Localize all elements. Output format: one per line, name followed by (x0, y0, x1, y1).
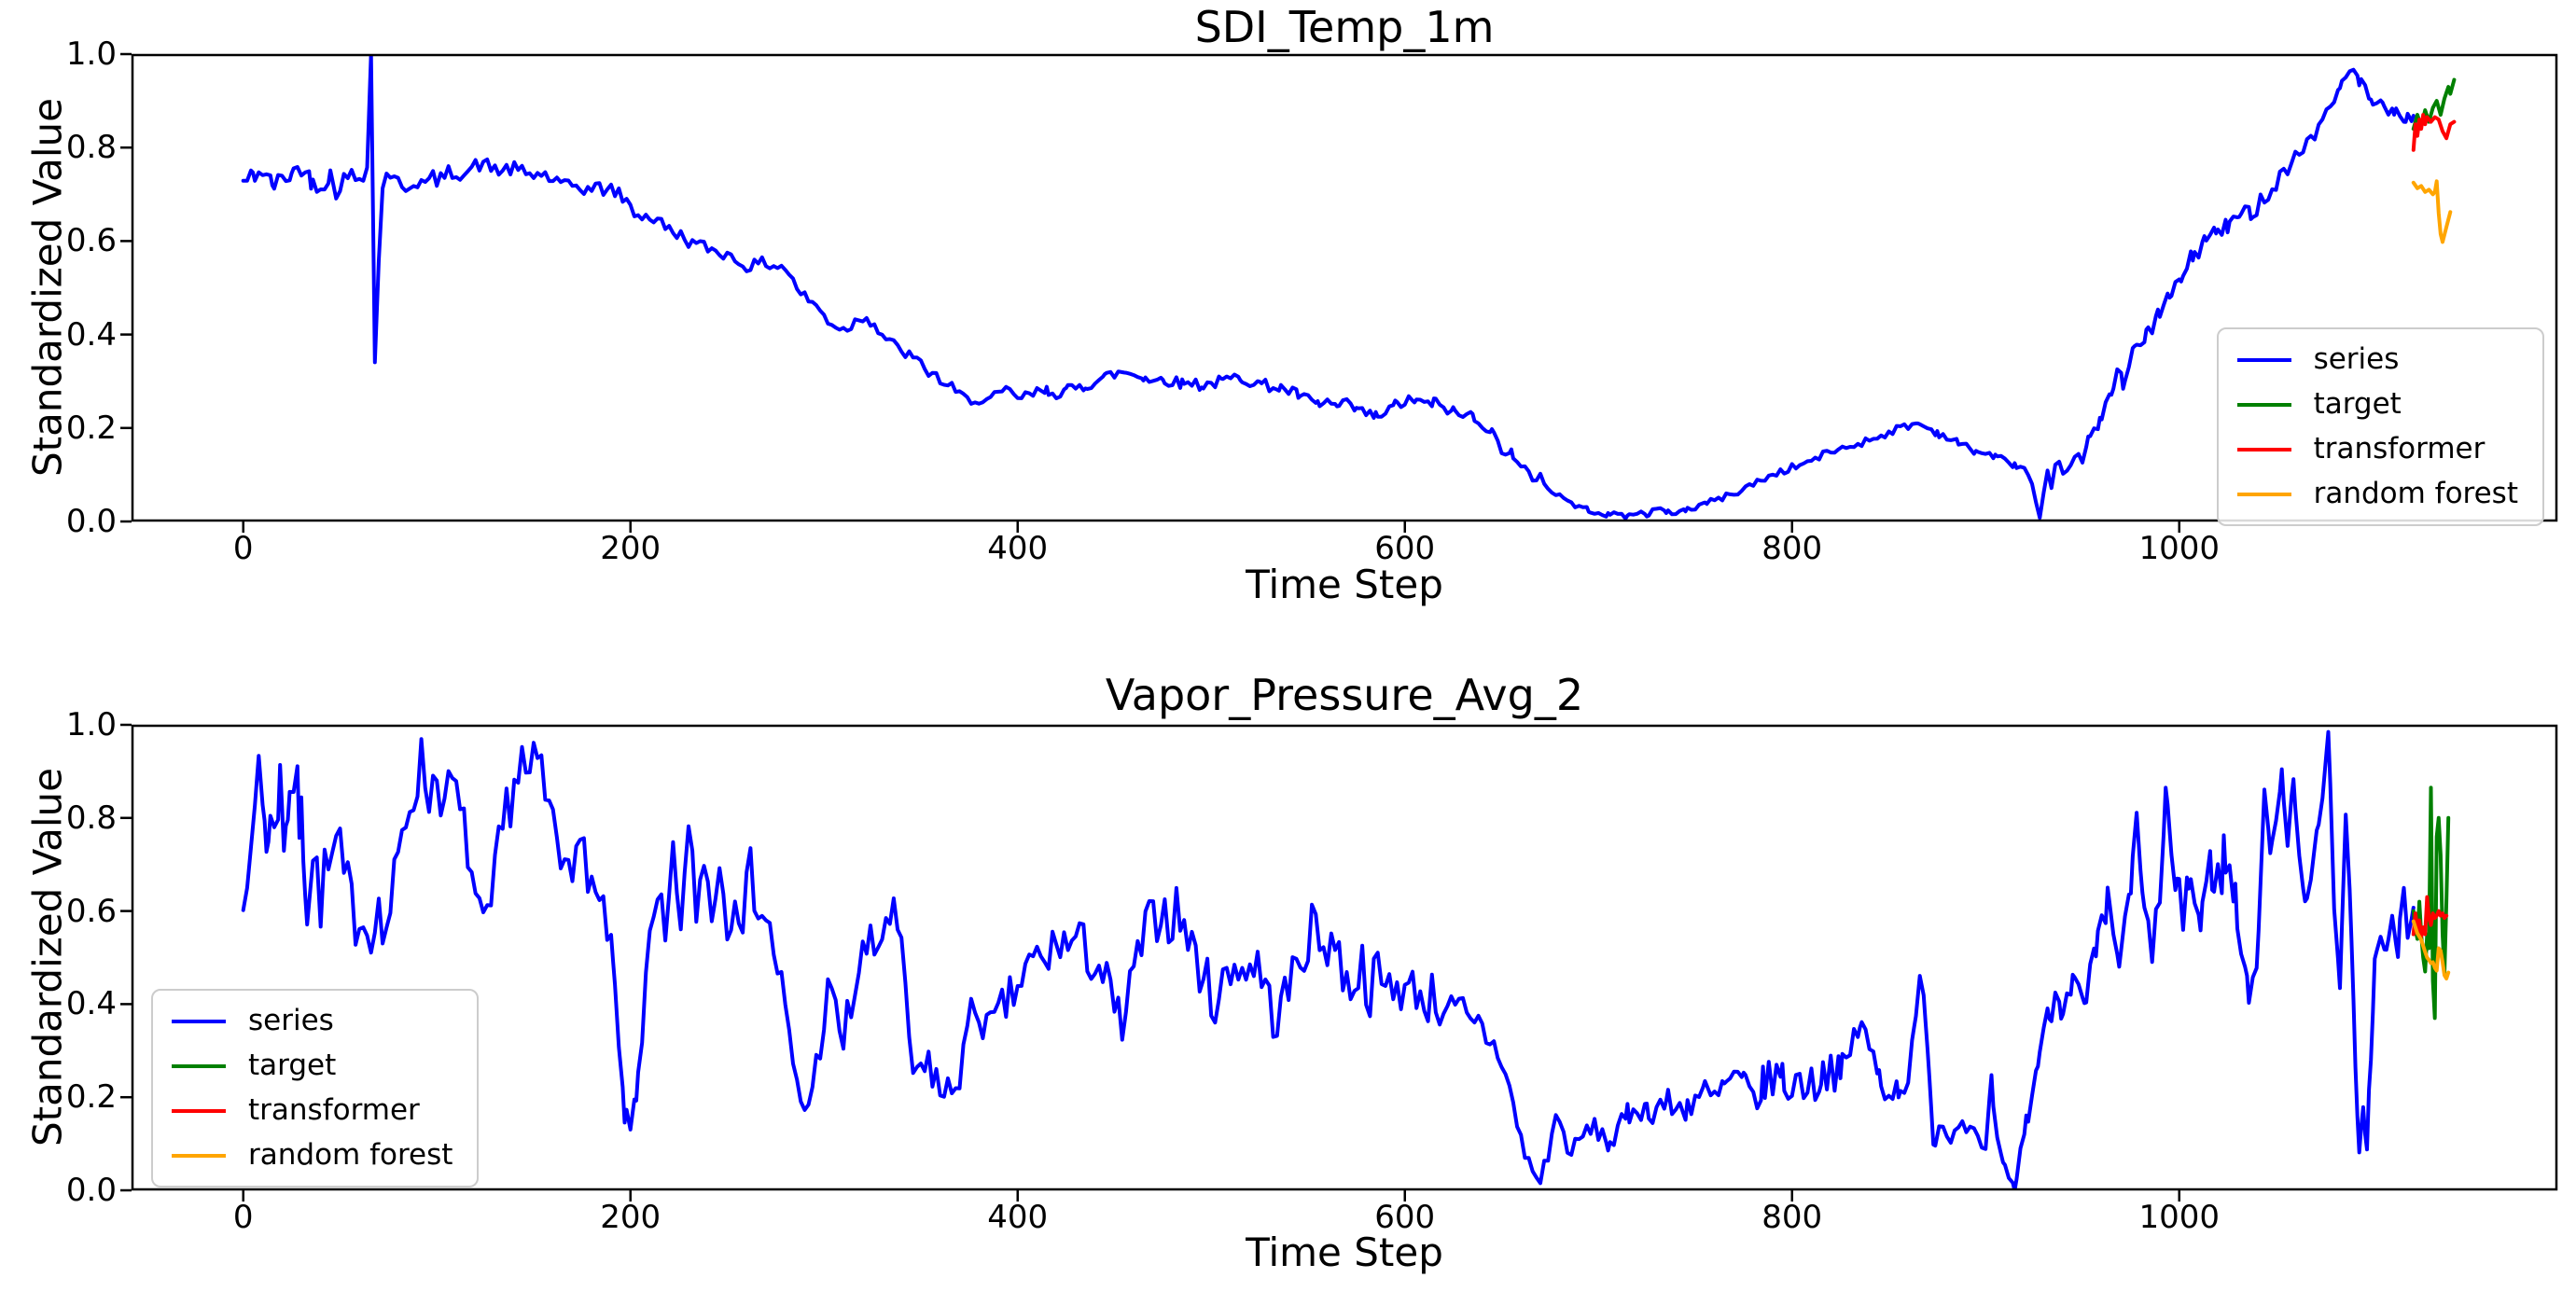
legend-entry: transformer (172, 1095, 453, 1126)
y-tick-label: 0.8 (65, 799, 117, 837)
plot-area-sdi-temp-1m: series target transformer random forest 0 20… (66, 38, 2558, 564)
tick-marks (120, 52, 2180, 533)
legend-label: series (2313, 342, 2400, 376)
x-tick-label: 600 (1374, 530, 1436, 567)
legend-entry: target (172, 1050, 453, 1081)
legend-entry: random forest (172, 1140, 453, 1171)
y-tick-label: 0.8 (65, 129, 117, 167)
series-line-transformer (2411, 113, 2457, 152)
x-tick-label: 400 (987, 530, 1049, 567)
plot-canvas-bottom (120, 723, 2558, 1202)
legend-entry: series (2236, 342, 2518, 376)
legend: series target transformer random forest (2216, 327, 2544, 526)
tick-marks (120, 723, 2180, 1202)
y-tick-label: 1.0 (65, 35, 117, 73)
x-tick-label: 1000 (2138, 1199, 2220, 1236)
legend-line-swatch (172, 1019, 226, 1023)
plot-canvas-top (120, 52, 2558, 533)
legend-label: random forest (2313, 477, 2518, 510)
axes-spine (131, 724, 2558, 1191)
legend-line-swatch (2236, 492, 2291, 496)
x-tick-label: 600 (1374, 1199, 1436, 1236)
legend: series target transformer random forest (151, 989, 480, 1188)
legend-line-swatch (172, 1153, 226, 1158)
y-axis-label-bottom: Standardized Value (24, 768, 71, 1147)
axes-spine (131, 53, 2558, 522)
legend-line-swatch (2236, 357, 2291, 362)
legend-label: transformer (2313, 432, 2485, 465)
y-tick-label: 0.2 (65, 1078, 117, 1117)
series-line-random-forest (2411, 179, 2453, 244)
legend-label: target (248, 1049, 337, 1082)
x-tick-label: 0 (232, 1199, 254, 1236)
x-axis-label-bottom: Time Step (1246, 1229, 1443, 1275)
series-line-transformer (2411, 895, 2449, 938)
legend-entry: random forest (2236, 477, 2518, 510)
x-tick-label: 800 (1761, 530, 1823, 567)
legend-line-swatch (2236, 402, 2291, 407)
legend-entry: series (172, 1006, 453, 1036)
chart-title-top: SDI_Temp_1m (1194, 2, 1495, 52)
y-tick-label: 0.0 (65, 503, 117, 540)
x-tick-label: 800 (1761, 1199, 1823, 1236)
legend-label: target (2313, 387, 2402, 421)
y-tick-label: 1.0 (65, 706, 117, 743)
x-tick-label: 1000 (2138, 530, 2220, 567)
legend-entry: target (2236, 387, 2518, 421)
legend-label: series (248, 1004, 334, 1037)
legend-label: transformer (248, 1093, 420, 1127)
series-line-random-forest (2411, 919, 2451, 980)
legend-line-swatch (172, 1108, 226, 1113)
y-tick-label: 0.2 (65, 409, 117, 447)
legend-label: random forest (248, 1138, 453, 1172)
chart-title-bottom: Vapor_Pressure_Avg_2 (1105, 670, 1584, 720)
y-tick-label: 0.6 (65, 222, 117, 260)
x-tick-label: 400 (987, 1199, 1049, 1236)
series-line-series (241, 54, 2416, 521)
x-tick-label: 200 (600, 530, 661, 567)
legend-line-swatch (172, 1063, 226, 1068)
y-axis-label-top: Standardized Value (24, 98, 71, 478)
plot-area-vapor-pressure-avg-2: series target transformer random forest 0 20… (66, 709, 2558, 1233)
series-line-series (241, 729, 2416, 1190)
y-tick-label: 0.0 (65, 1172, 117, 1209)
legend-entry: transformer (2236, 432, 2518, 465)
legend-line-swatch (2236, 447, 2291, 452)
series-line-target (2411, 785, 2451, 1021)
y-tick-label: 0.4 (65, 985, 117, 1023)
y-tick-label: 0.4 (65, 315, 117, 354)
x-tick-label: 200 (600, 1199, 661, 1236)
x-axis-label-top: Time Step (1246, 562, 1443, 607)
x-tick-label: 0 (232, 530, 254, 567)
y-tick-label: 0.6 (65, 892, 117, 930)
